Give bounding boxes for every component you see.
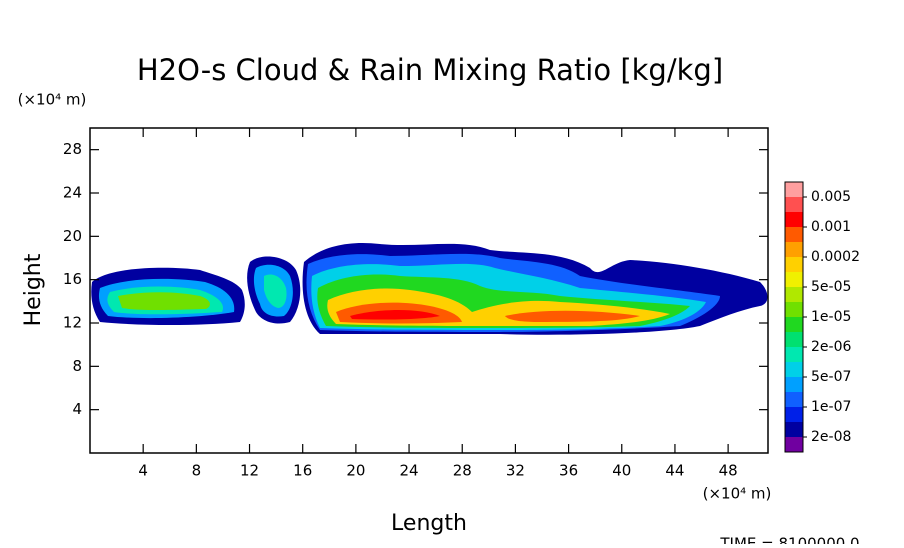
x-tick-label: 12	[240, 462, 259, 480]
y-tick-label: 28	[63, 140, 82, 158]
y-tick-label: 20	[63, 227, 82, 245]
x-unit: (×10⁴ m)	[703, 485, 772, 503]
y-axis-label: Height	[21, 253, 46, 326]
colorbar-box	[785, 227, 803, 242]
colorbar-label: 0.001	[811, 219, 851, 235]
x-tick-label: 4	[138, 462, 148, 480]
colorbar-box	[785, 392, 803, 407]
colorbar-box	[785, 182, 803, 197]
colorbar-box	[785, 242, 803, 257]
colorbar-box	[785, 407, 803, 422]
colorbar-label: 0.0002	[811, 249, 860, 265]
colorbar-box	[785, 197, 803, 212]
colorbar-label: 5e-07	[811, 369, 851, 385]
x-axis-label: Length	[391, 511, 467, 536]
contour-field	[91, 242, 768, 335]
y-tick-label: 4	[72, 400, 82, 418]
colorbar-box	[785, 332, 803, 347]
colorbar-label: 1e-07	[811, 399, 851, 415]
colorbar-label: 5e-05	[811, 279, 851, 295]
y-unit: (×10⁴ m)	[18, 91, 87, 109]
colorbar-label: 0.005	[811, 189, 851, 205]
colorbar-box	[785, 287, 803, 302]
colorbar-box	[785, 257, 803, 272]
footer-time: TIME = 8100000.0	[719, 535, 859, 545]
colorbar-box	[785, 317, 803, 332]
x-tick-label: 28	[453, 462, 472, 480]
colorbar-label: 2e-06	[811, 339, 851, 355]
x-tick-label: 24	[400, 462, 419, 480]
x-tick-label: 16	[293, 462, 312, 480]
colorbar: 0.005 0.001 0.0002 5e-05 1e-05 2e-06 5e-07 1e-0…	[784, 181, 860, 453]
x-tick-label: 40	[612, 462, 631, 480]
chart-title: H2O-s Cloud & Rain Mixing Ratio [kg/kg]	[137, 53, 723, 87]
colorbar-box	[785, 422, 803, 437]
colorbar-box	[785, 272, 803, 287]
colorbar-label: 2e-08	[811, 429, 851, 445]
y-tick-label: 8	[72, 357, 82, 375]
x-tick-label: 48	[719, 462, 738, 480]
y-tick-label: 24	[63, 184, 82, 202]
colorbar-box	[785, 347, 803, 362]
colorbar-box	[785, 377, 803, 392]
y-tick-label: 12	[63, 314, 82, 332]
colorbar-box	[785, 437, 803, 452]
colorbar-box	[785, 212, 803, 227]
colorbar-box	[785, 362, 803, 377]
x-tick-label: 44	[665, 462, 684, 480]
x-tick-label: 8	[192, 462, 202, 480]
x-tick-label: 20	[346, 462, 365, 480]
colorbar-box	[785, 302, 803, 317]
plot-frame	[89, 127, 769, 454]
y-tick-label: 16	[63, 270, 82, 288]
colorbar-label: 1e-05	[811, 309, 851, 325]
x-tick-label: 32	[506, 462, 525, 480]
x-tick-label: 36	[559, 462, 578, 480]
